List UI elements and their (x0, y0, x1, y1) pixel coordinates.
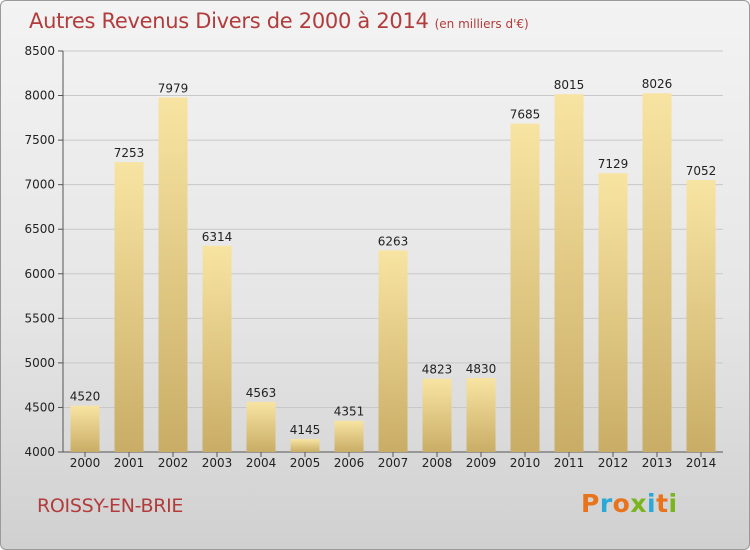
bar (202, 245, 232, 452)
data-label: 4563 (246, 386, 277, 400)
x-tick-label: 2005 (290, 456, 321, 470)
x-tick-label: 2011 (554, 456, 585, 470)
x-tick-label: 2002 (158, 456, 189, 470)
bar (686, 180, 716, 452)
x-tick-label: 2012 (598, 456, 629, 470)
bar (334, 420, 364, 452)
chart-title-main: Autres Revenus Divers de 2000 à 2014 (29, 9, 429, 33)
bar (70, 405, 100, 452)
x-tick-label: 2009 (466, 456, 497, 470)
bar (510, 123, 540, 453)
data-label: 4823 (422, 363, 453, 377)
data-label: 7979 (158, 81, 189, 95)
x-tick-label: 2004 (246, 456, 277, 470)
x-tick-label: 2010 (510, 456, 541, 470)
commune-name: ROISSY-EN-BRIE (37, 495, 184, 517)
logo-letter: x (630, 489, 647, 518)
bar (246, 401, 276, 452)
bar (422, 378, 452, 452)
data-label: 8015 (554, 78, 585, 92)
y-tick-label: 5500 (24, 311, 55, 325)
data-label: 7685 (510, 108, 541, 122)
logo-letter: P (581, 489, 600, 518)
logo-letter: o (612, 489, 631, 518)
chart-title: Autres Revenus Divers de 2000 à 2014 (en … (29, 9, 529, 33)
y-tick-label: 5000 (24, 356, 55, 370)
data-label: 7253 (114, 146, 145, 160)
y-tick-label: 7000 (24, 178, 55, 192)
data-label: 4520 (70, 390, 101, 404)
data-label: 8026 (642, 77, 673, 91)
bar (158, 97, 188, 453)
y-tick-label: 8500 (24, 44, 55, 58)
bar (642, 93, 672, 452)
y-tick-label: 4500 (24, 400, 55, 414)
y-tick-label: 7500 (24, 133, 55, 147)
y-tick-label: 8000 (24, 89, 55, 103)
logo-letter: i (668, 489, 678, 518)
proxiti-logo: Proxiti (581, 489, 678, 518)
x-tick-label: 2003 (202, 456, 233, 470)
y-tick-label: 4000 (24, 445, 55, 459)
x-tick-label: 2001 (114, 456, 145, 470)
data-label: 6314 (202, 230, 233, 244)
data-label: 6263 (378, 234, 409, 248)
data-label: 7052 (686, 164, 717, 178)
data-label: 4145 (290, 423, 321, 437)
logo-letter: r (599, 489, 613, 518)
bar (598, 173, 628, 452)
y-tick-label: 6000 (24, 267, 55, 281)
x-tick-label: 2013 (642, 456, 673, 470)
data-label: 4830 (466, 362, 497, 376)
x-tick-label: 2007 (378, 456, 409, 470)
x-tick-label: 2006 (334, 456, 365, 470)
logo-letter: t (656, 489, 669, 518)
x-tick-label: 2000 (70, 456, 101, 470)
x-tick-label: 2008 (422, 456, 453, 470)
chart-title-unit: (en milliers d'€) (434, 17, 529, 31)
bar (378, 250, 408, 452)
x-tick-label: 2014 (686, 456, 717, 470)
bar (554, 94, 584, 453)
data-label: 4351 (334, 405, 365, 419)
bar (466, 378, 496, 452)
data-label: 7129 (598, 157, 629, 171)
y-tick-label: 6500 (24, 222, 55, 236)
bar (290, 439, 320, 452)
logo-letter: i (647, 489, 657, 518)
bar (114, 162, 144, 452)
